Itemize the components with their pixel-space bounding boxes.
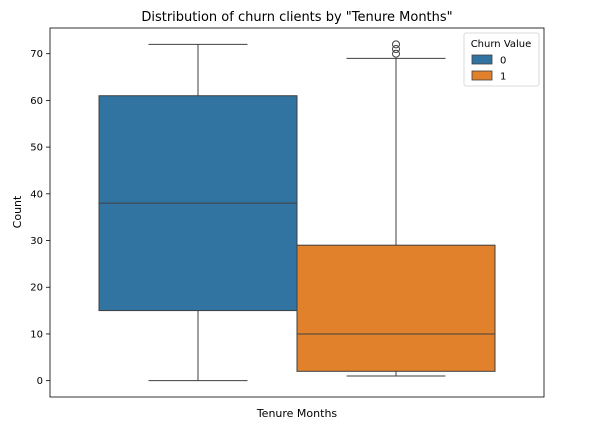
y-axis: 0 10 20 30 40 50 60 70 [30, 49, 50, 387]
y-tick-label: 50 [30, 143, 43, 154]
chart-title: Distribution of churn clients by "Tenure… [141, 10, 452, 25]
box-0 [99, 44, 297, 380]
legend-label-1: 1 [500, 72, 506, 83]
y-tick-label: 30 [30, 236, 43, 247]
x-axis-label: Tenure Months [256, 407, 338, 420]
y-tick-label: 70 [30, 49, 43, 60]
legend-swatch-1 [472, 71, 492, 80]
y-tick-label: 60 [30, 96, 43, 107]
y-axis-label: Count [11, 195, 24, 228]
legend-label-0: 0 [500, 56, 506, 67]
outlier-point [393, 41, 400, 48]
legend-title: Churn Value [471, 39, 532, 50]
legend-swatch-0 [472, 55, 492, 64]
y-tick-label: 40 [30, 189, 43, 200]
box-body [297, 245, 495, 371]
y-tick-label: 0 [37, 376, 43, 387]
legend: Churn Value 0 1 [464, 33, 539, 86]
box-series [99, 41, 495, 381]
y-tick-label: 10 [30, 329, 43, 340]
y-tick-label: 20 [30, 283, 43, 294]
box-1 [297, 41, 495, 376]
